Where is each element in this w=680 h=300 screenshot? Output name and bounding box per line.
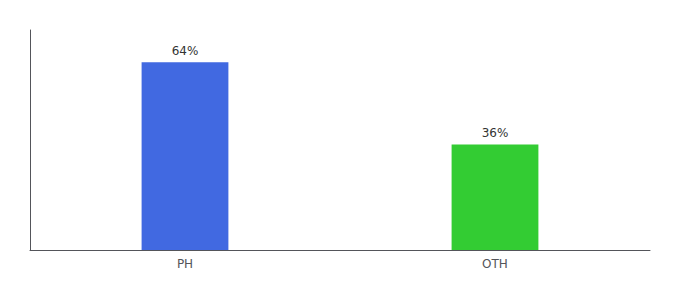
svg-text:PH: PH — [177, 257, 193, 271]
svg-text:36%: 36% — [482, 126, 509, 140]
svg-text:64%: 64% — [172, 44, 199, 58]
svg-text:OTH: OTH — [482, 257, 508, 271]
